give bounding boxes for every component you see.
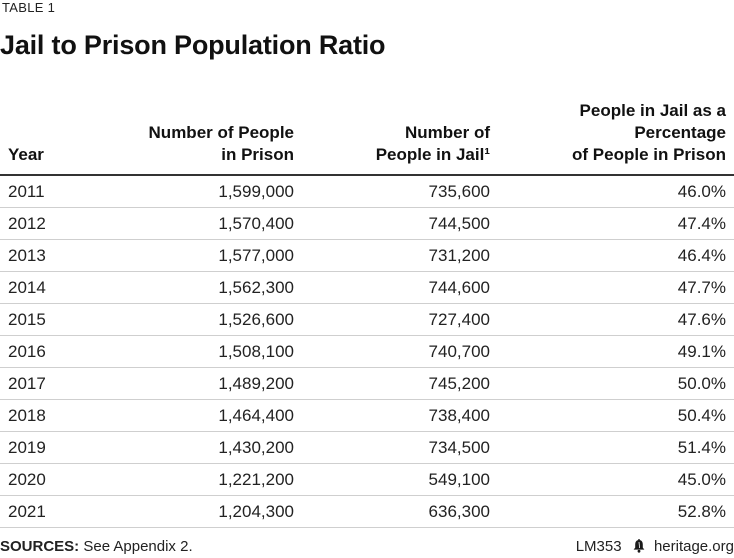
footer-right: LM353 heritage.org	[576, 538, 734, 555]
cell-year: 2012	[0, 207, 106, 240]
cell-jail: 727,400	[302, 303, 498, 336]
table-row: 2020 1,221,200 549,100 45.0%	[0, 463, 734, 496]
sources-text: See Appendix 2.	[79, 538, 193, 555]
cell-prison: 1,204,300	[106, 495, 302, 528]
report-id: LM353	[575, 538, 622, 555]
cell-prison: 1,526,600	[106, 303, 302, 336]
cell-percentage: 45.0%	[498, 463, 734, 496]
cell-prison: 1,599,000	[106, 175, 302, 208]
column-header-percentage: People in Jail as a Percentage of People…	[498, 96, 734, 176]
table-row: 2019 1,430,200 734,500 51.4%	[0, 431, 734, 464]
column-header-year: Year	[0, 96, 106, 176]
column-header-prison: Number of People in Prison	[106, 96, 302, 176]
table-row: 2015 1,526,600 727,400 47.6%	[0, 303, 734, 336]
cell-year: 2013	[0, 239, 106, 272]
site-link[interactable]: heritage.org	[653, 538, 734, 555]
column-header-line2: in Prison	[221, 145, 294, 164]
table-row: 2013 1,577,000 731,200 46.4%	[0, 239, 734, 272]
cell-prison: 1,430,200	[106, 431, 302, 464]
table-row: 2021 1,204,300 636,300 52.8%	[0, 495, 734, 528]
table-body: 2011 1,599,000 735,600 46.0% 2012 1,570,400 74…	[0, 175, 734, 528]
column-header-line1: Number of People	[148, 123, 294, 142]
cell-percentage: 46.4%	[498, 239, 734, 272]
data-table: Year Number of People in Prison Number o…	[0, 96, 734, 528]
cell-jail: 734,500	[302, 431, 498, 464]
cell-jail: 744,600	[302, 271, 498, 304]
table-title: Jail to Prison Population Ratio	[0, 30, 386, 60]
cell-year: 2014	[0, 271, 106, 304]
cell-jail: 740,700	[302, 335, 498, 368]
cell-percentage: 50.4%	[498, 399, 734, 432]
cell-prison: 1,221,200	[106, 463, 302, 496]
cell-year: 2016	[0, 335, 106, 368]
cell-prison: 1,562,300	[106, 271, 302, 304]
cell-percentage: 47.7%	[498, 271, 734, 304]
cell-year: 2021	[0, 495, 106, 528]
cell-percentage: 46.0%	[498, 175, 734, 208]
header-row: Year Number of People in Prison Number o…	[0, 96, 734, 176]
cell-year: 2017	[0, 367, 106, 400]
cell-prison: 1,508,100	[106, 335, 302, 368]
table-row: 2012 1,570,400 744,500 47.4%	[0, 207, 734, 240]
column-header-line1: Number of	[405, 123, 490, 142]
table-row: 2011 1,599,000 735,600 46.0%	[0, 175, 734, 208]
column-header-line2: Year	[8, 145, 44, 164]
cell-jail: 549,100	[302, 463, 498, 496]
cell-jail: 738,400	[302, 399, 498, 432]
table-row: 2016 1,508,100 740,700 49.1%	[0, 335, 734, 368]
cell-percentage: 50.0%	[498, 367, 734, 400]
cell-jail: 731,200	[302, 239, 498, 272]
cell-jail: 744,500	[302, 207, 498, 240]
cell-percentage: 49.1%	[498, 335, 734, 368]
column-header-line2: of People in Prison	[572, 145, 726, 164]
table-row: 2017 1,489,200 745,200 50.0%	[0, 367, 734, 400]
cell-percentage: 47.4%	[498, 207, 734, 240]
footer: SOURCES: See Appendix 2. LM353 heritage.…	[0, 538, 734, 555]
column-header-jail: Number of People in Jail¹	[302, 96, 498, 176]
table-row: 2018 1,464,400 738,400 50.4%	[0, 399, 734, 432]
cell-jail: 636,300	[302, 495, 498, 528]
cell-year: 2019	[0, 431, 106, 464]
column-header-line1: People in Jail as a Percentage	[579, 101, 726, 142]
sources-label: SOURCES:	[0, 538, 80, 555]
cell-percentage: 47.6%	[498, 303, 734, 336]
cell-prison: 1,577,000	[106, 239, 302, 272]
cell-jail: 735,600	[302, 175, 498, 208]
liberty-bell-icon	[633, 539, 645, 553]
table-header: Year Number of People in Prison Number o…	[0, 96, 734, 176]
cell-year: 2011	[0, 175, 106, 208]
cell-year: 2020	[0, 463, 106, 496]
cell-year: 2018	[0, 399, 106, 432]
cell-prison: 1,489,200	[106, 367, 302, 400]
cell-year: 2015	[0, 303, 106, 336]
cell-percentage: 52.8%	[498, 495, 734, 528]
table-label: TABLE 1	[2, 0, 56, 15]
cell-prison: 1,570,400	[106, 207, 302, 240]
cell-percentage: 51.4%	[498, 431, 734, 464]
column-header-line2: People in Jail¹	[375, 145, 490, 164]
cell-prison: 1,464,400	[106, 399, 302, 432]
table-row: 2014 1,562,300 744,600 47.7%	[0, 271, 734, 304]
cell-jail: 745,200	[302, 367, 498, 400]
